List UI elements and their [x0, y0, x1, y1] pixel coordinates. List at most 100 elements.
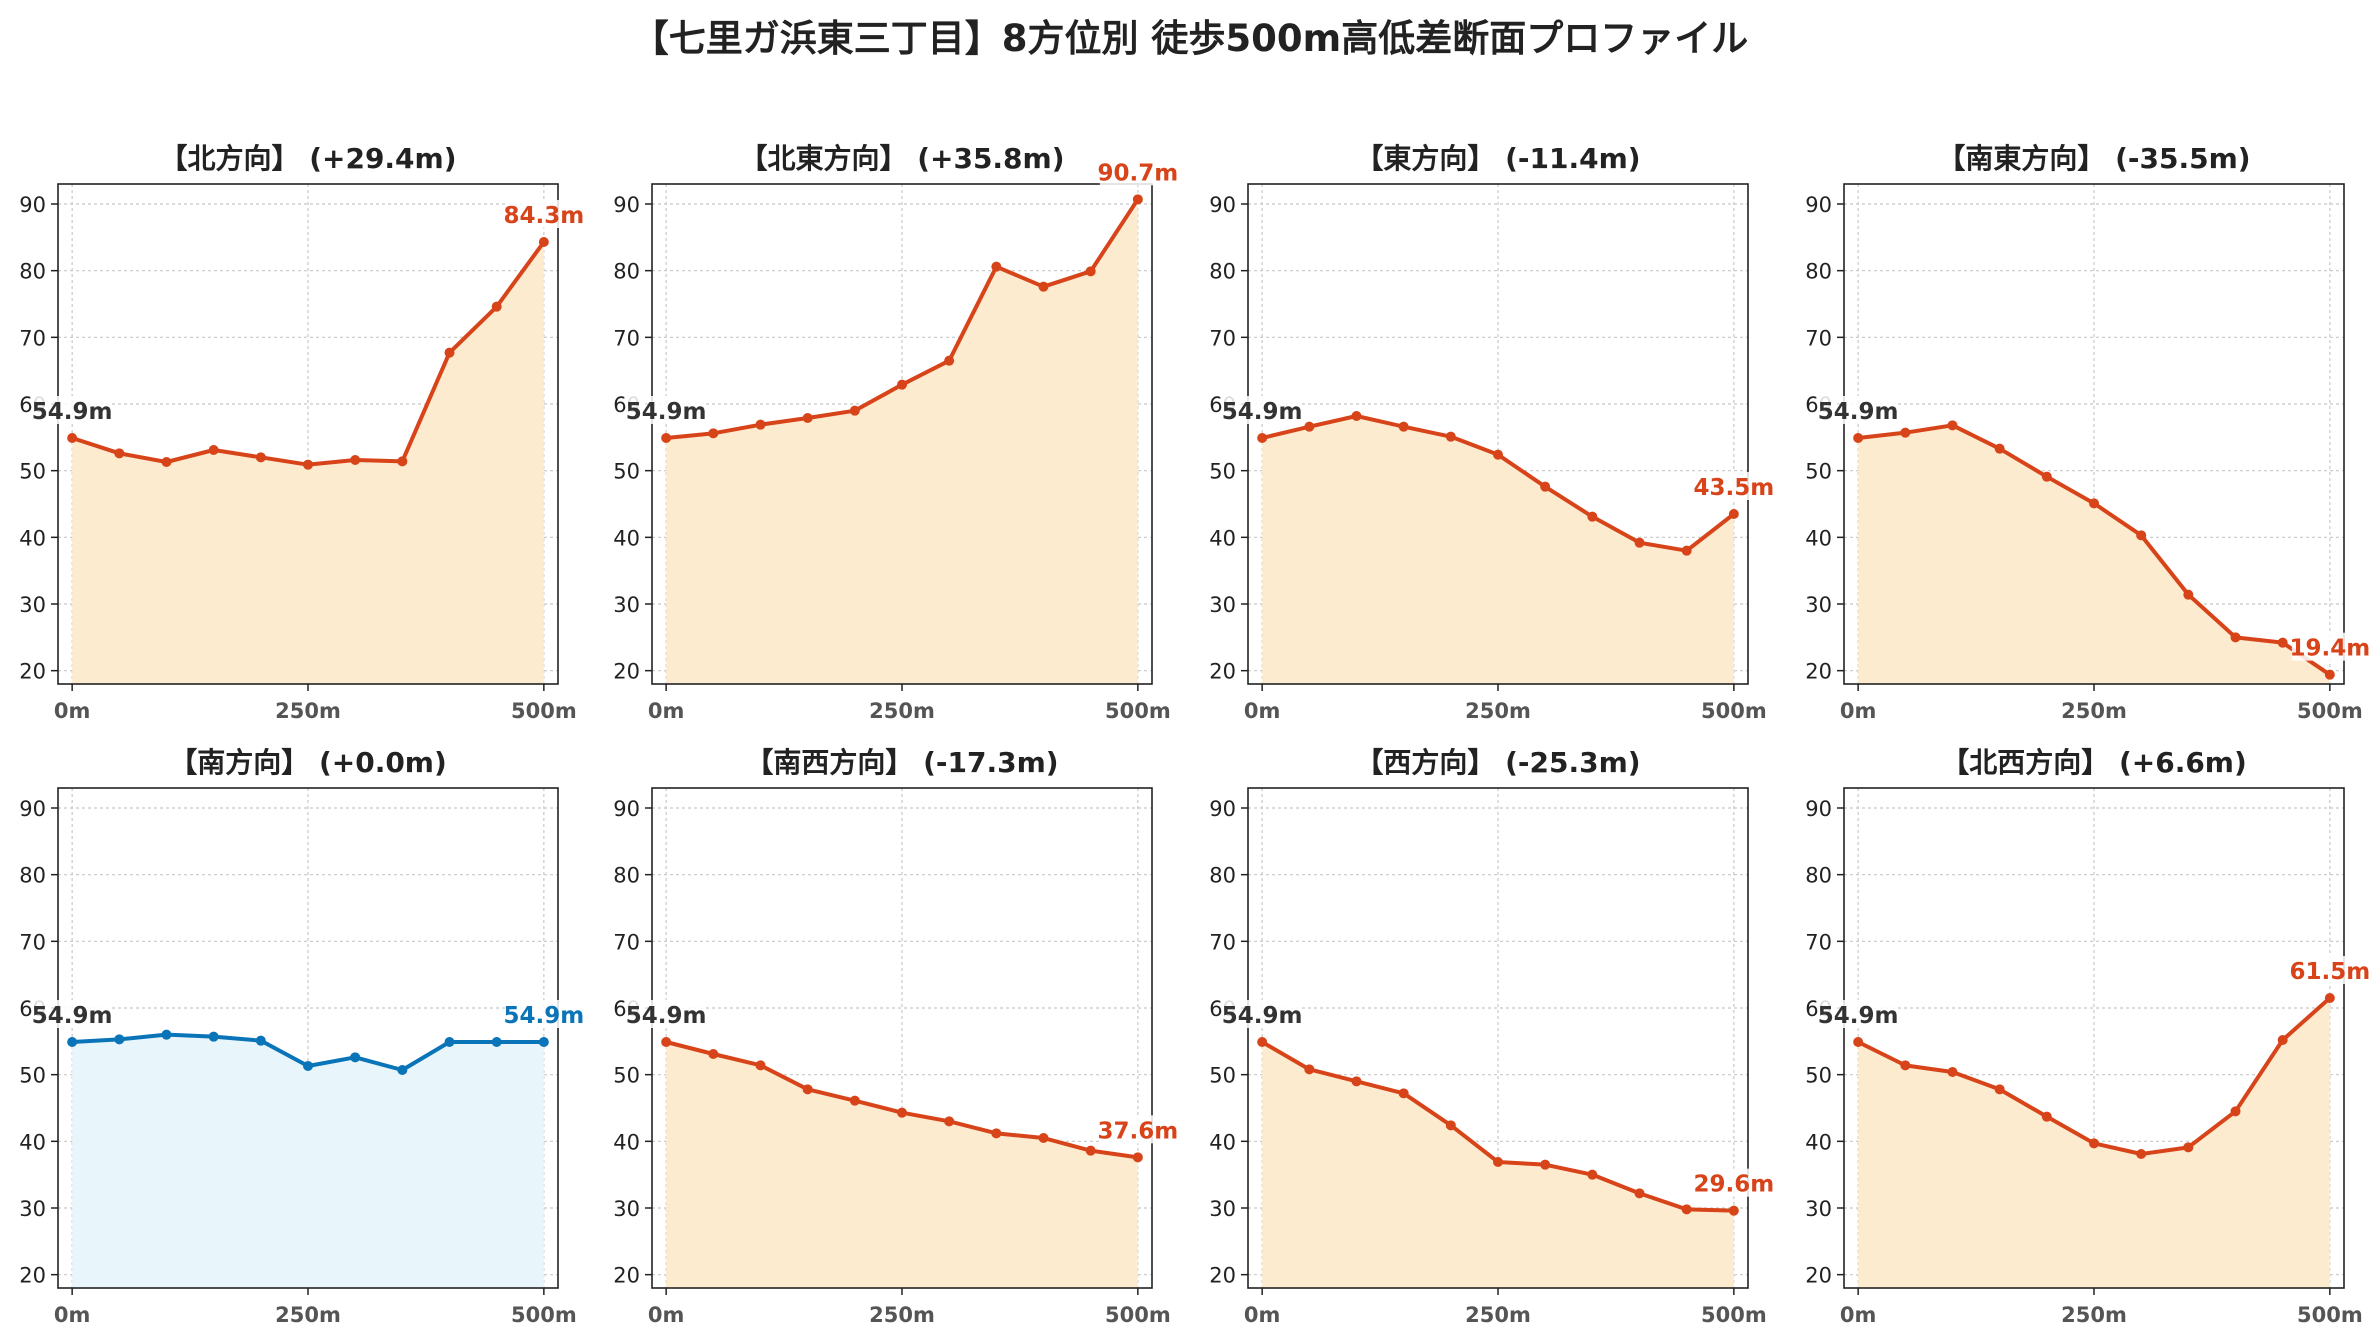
- data-point: [255, 452, 266, 463]
- data-point: [2324, 669, 2335, 680]
- y-tick-label: 90: [19, 797, 46, 821]
- x-tick-label: 500m: [511, 1303, 577, 1327]
- data-point: [1132, 1152, 1143, 1163]
- area-fill: [1858, 998, 2330, 1288]
- start-label-bg: [1224, 1000, 1301, 1028]
- data-point: [1853, 1037, 1864, 1047]
- y-tick-label: 20: [1209, 660, 1236, 684]
- data-point: [1900, 427, 1911, 438]
- start-elevation-label: 54.9m: [32, 399, 113, 425]
- data-point: [444, 347, 455, 358]
- panel-title: 【北方向】 (+29.4m): [159, 142, 456, 175]
- y-tick-label: 40: [1805, 1130, 1832, 1154]
- data-point: [397, 456, 408, 467]
- y-tick-label: 50: [613, 1064, 640, 1088]
- y-tick-label: 70: [1805, 930, 1832, 954]
- y-tick-label: 50: [19, 460, 46, 484]
- data-point: [1634, 537, 1645, 548]
- data-point: [2230, 632, 2241, 643]
- data-point: [1445, 431, 1456, 442]
- data-point: [2230, 1106, 2241, 1117]
- data-point: [1304, 421, 1315, 432]
- data-point: [1681, 1204, 1692, 1215]
- start-label-bg: [1820, 1000, 1897, 1028]
- x-tick-label: 0m: [54, 699, 91, 723]
- start-label-bg: [34, 1000, 111, 1028]
- data-point: [849, 405, 860, 416]
- y-tick-label: 20: [1805, 1264, 1832, 1288]
- data-point: [802, 413, 813, 423]
- y-tick-label: 70: [1209, 930, 1236, 954]
- data-point: [2183, 589, 2194, 600]
- data-point: [1947, 420, 1958, 431]
- data-point: [1900, 1060, 1911, 1071]
- data-point: [2136, 530, 2147, 541]
- y-tick-label: 80: [1805, 260, 1832, 284]
- data-point: [1398, 421, 1409, 432]
- data-point: [1853, 433, 1864, 443]
- data-point: [1257, 1037, 1268, 1047]
- data-point: [303, 1061, 313, 1071]
- x-tick-label: 0m: [1840, 699, 1877, 723]
- data-point: [2136, 1149, 2147, 1159]
- x-tick-label: 0m: [1244, 1303, 1281, 1327]
- end-elevation-label: 90.7m: [1097, 160, 1178, 186]
- data-point: [67, 1037, 78, 1047]
- data-point: [2089, 498, 2099, 509]
- data-point: [849, 1095, 860, 1106]
- data-point: [2089, 1138, 2099, 1149]
- area-fill: [666, 199, 1138, 685]
- data-point: [1587, 1169, 1598, 1180]
- data-point: [538, 1037, 549, 1047]
- end-elevation-label: 29.6m: [1693, 1172, 1774, 1198]
- end-label-bg: [1695, 1168, 1772, 1197]
- y-tick-label: 80: [1805, 864, 1832, 888]
- end-label-bg: [2291, 956, 2368, 984]
- data-point: [1351, 411, 1362, 421]
- data-point: [1038, 281, 1049, 292]
- data-point: [350, 455, 361, 465]
- panel-title: 【南方向】 (+0.0m): [169, 746, 447, 779]
- data-point: [2041, 471, 2052, 482]
- x-tick-label: 500m: [2297, 1303, 2363, 1327]
- data-point: [491, 301, 502, 312]
- data-point: [1304, 1064, 1315, 1075]
- area-fill: [1262, 416, 1734, 684]
- area-fill: [72, 1034, 544, 1288]
- panel-title: 【東方向】 (-11.4m): [1355, 142, 1640, 175]
- area-fill: [72, 242, 544, 684]
- data-point: [491, 1037, 502, 1047]
- area-fill: [666, 1042, 1138, 1288]
- x-tick-label: 250m: [2061, 1303, 2127, 1327]
- y-tick-label: 90: [1209, 797, 1236, 821]
- x-tick-label: 0m: [648, 699, 685, 723]
- start-label-bg: [628, 1000, 705, 1028]
- y-tick-label: 70: [1805, 326, 1832, 350]
- y-tick-label: 30: [1209, 593, 1236, 617]
- data-point: [67, 433, 78, 443]
- data-point: [944, 355, 955, 366]
- x-tick-label: 0m: [1244, 699, 1281, 723]
- data-point: [1493, 1157, 1503, 1167]
- y-tick-label: 40: [613, 526, 640, 550]
- figure-title: 【七里ガ浜東三丁目】8方位別 徒歩500m高低差断面プロファイル: [631, 17, 1749, 60]
- data-point: [397, 1065, 408, 1075]
- y-tick-label: 70: [1209, 326, 1236, 350]
- y-tick-label: 30: [1209, 1197, 1236, 1221]
- data-point: [897, 379, 907, 390]
- x-tick-label: 500m: [1701, 699, 1767, 723]
- data-point: [1728, 1205, 1739, 1216]
- data-point: [755, 419, 766, 430]
- panel-title: 【南西方向】 (-17.3m): [745, 746, 1058, 779]
- y-tick-label: 70: [613, 930, 640, 954]
- start-elevation-label: 54.9m: [626, 1003, 707, 1029]
- data-point: [2183, 1142, 2194, 1153]
- y-tick-label: 30: [613, 593, 640, 617]
- data-point: [2277, 637, 2288, 648]
